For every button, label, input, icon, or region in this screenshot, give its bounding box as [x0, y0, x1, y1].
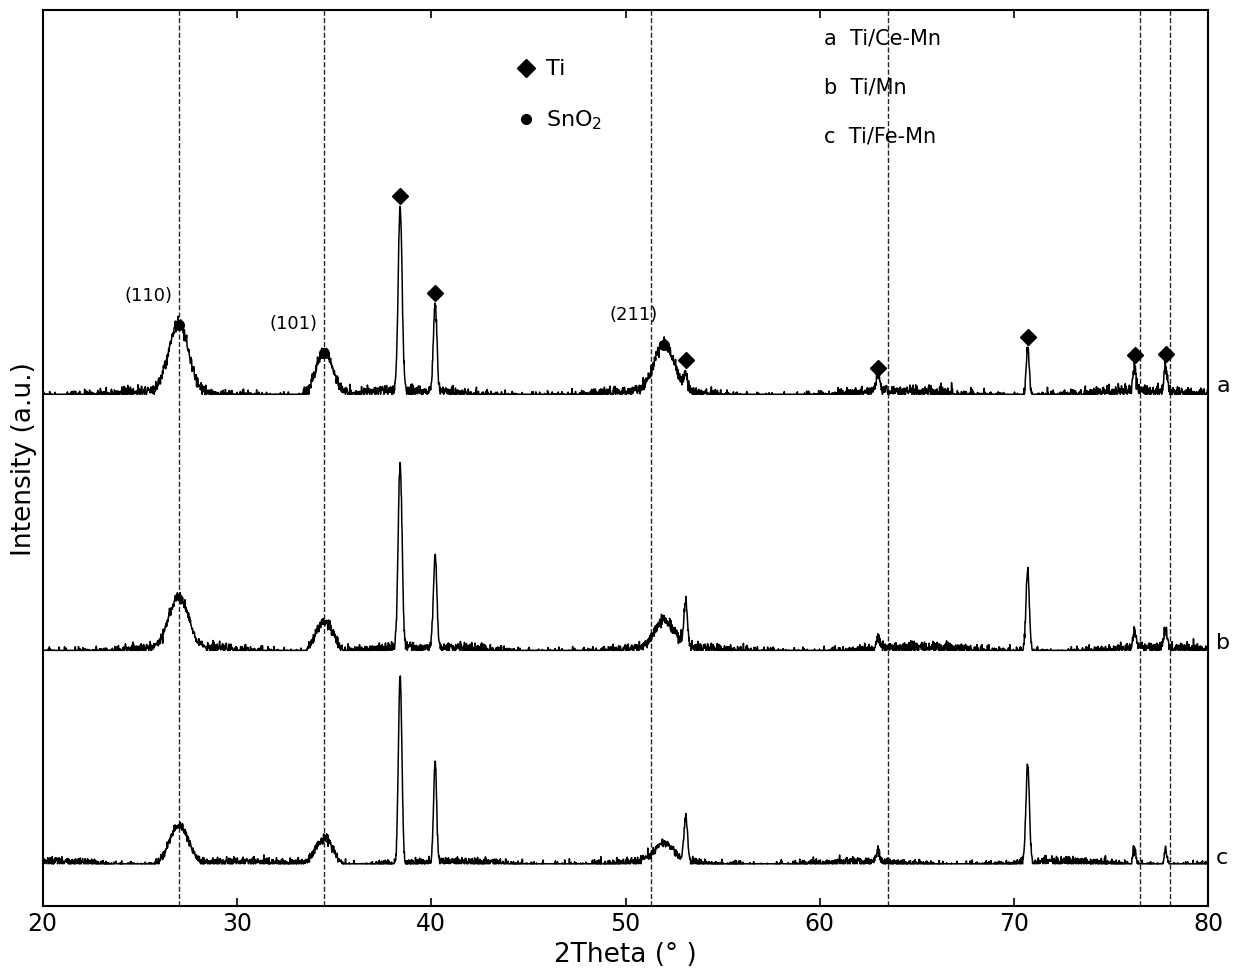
Text: (101): (101) — [270, 314, 317, 333]
Text: b  Ti/Mn: b Ti/Mn — [823, 77, 906, 97]
Text: Ti: Ti — [547, 60, 565, 79]
Text: (110): (110) — [124, 287, 172, 305]
Text: c: c — [1216, 847, 1229, 867]
Text: b: b — [1216, 632, 1230, 652]
Text: a: a — [1216, 376, 1230, 395]
Text: c  Ti/Fe-Mn: c Ti/Fe-Mn — [823, 126, 936, 147]
Text: SnO$_2$: SnO$_2$ — [547, 109, 603, 132]
X-axis label: 2Theta (° ): 2Theta (° ) — [554, 941, 697, 967]
Text: a  Ti/Ce-Mn: a Ti/Ce-Mn — [823, 28, 941, 48]
Y-axis label: Intensity (a.u.): Intensity (a.u.) — [11, 362, 37, 556]
Text: (211): (211) — [610, 306, 658, 324]
